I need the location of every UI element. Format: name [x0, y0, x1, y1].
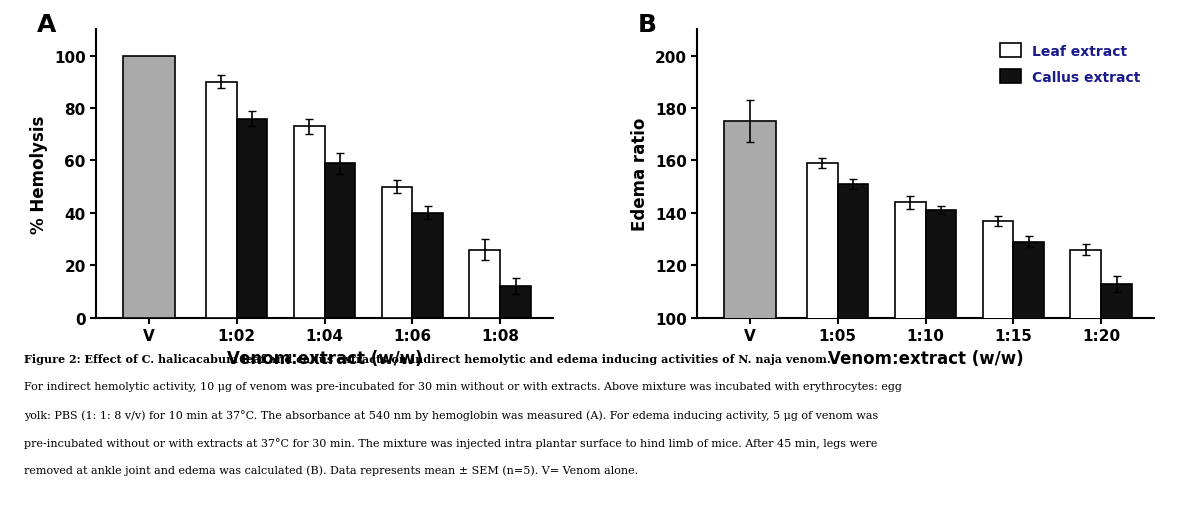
Text: yolk: PBS (1: 1: 8 v/v) for 10 min at 37°C. The absorbance at 540 nm by hemoglob: yolk: PBS (1: 1: 8 v/v) for 10 min at 37… — [24, 409, 879, 420]
Text: removed at ankle joint and edema was calculated (B). Data represents mean ± SEM : removed at ankle joint and edema was cal… — [24, 465, 638, 475]
Bar — [123, 57, 175, 318]
Bar — [412, 214, 444, 318]
Y-axis label: % Hemolysis: % Hemolysis — [30, 115, 48, 233]
Bar — [293, 127, 325, 318]
Text: A: A — [37, 13, 56, 37]
Text: B: B — [638, 13, 656, 37]
Bar — [983, 221, 1013, 505]
Bar — [724, 122, 776, 505]
Bar — [1013, 242, 1045, 505]
Bar — [382, 187, 412, 318]
X-axis label: Venom:extract (w/w): Venom:extract (w/w) — [227, 349, 422, 367]
Bar — [838, 185, 868, 505]
Y-axis label: Edema ratio: Edema ratio — [631, 118, 649, 231]
Bar — [1101, 284, 1132, 505]
Bar — [1071, 250, 1101, 505]
Bar — [470, 250, 500, 318]
X-axis label: Venom:extract (w/w): Venom:extract (w/w) — [828, 349, 1023, 367]
Bar — [807, 164, 838, 505]
Text: Figure 2: Effect of C. halicacabum leaf and callus extracts on indirect hemolyti: Figure 2: Effect of C. halicacabum leaf … — [24, 354, 831, 365]
Bar — [500, 287, 531, 318]
Bar — [206, 83, 237, 318]
Bar — [325, 164, 356, 318]
Legend: Leaf extract, Callus extract: Leaf extract, Callus extract — [993, 37, 1147, 92]
Text: pre-incubated without or with extracts at 37°C for 30 min. The mixture was injec: pre-incubated without or with extracts a… — [24, 437, 877, 447]
Bar — [926, 211, 957, 505]
Text: For indirect hemolytic activity, 10 μg of venom was pre-incubated for 30 min wit: For indirect hemolytic activity, 10 μg o… — [24, 381, 901, 391]
Bar — [894, 203, 926, 505]
Bar — [237, 119, 268, 318]
